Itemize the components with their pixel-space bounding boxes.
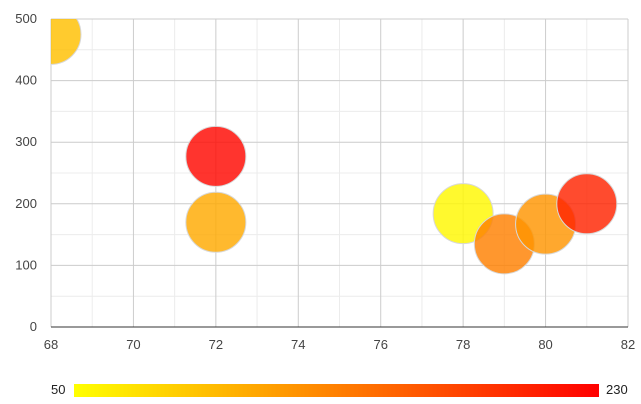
x-tick-label: 70 — [126, 337, 140, 352]
bubble-series — [21, 4, 618, 275]
bubble-point[interactable] — [556, 173, 618, 235]
x-axis-tick-labels: 68 70 72 74 76 78 80 82 — [44, 337, 635, 352]
x-tick-label: 78 — [456, 337, 470, 352]
x-tick-label: 68 — [44, 337, 58, 352]
bubble-point[interactable] — [21, 4, 82, 65]
y-tick-label: 200 — [15, 196, 37, 211]
y-tick-label: 100 — [15, 257, 37, 272]
bubble-point[interactable] — [185, 125, 247, 187]
x-tick-label: 80 — [538, 337, 552, 352]
colorbar — [74, 384, 599, 397]
minor-gridlines — [51, 19, 628, 327]
y-axis-tick-labels: 0 100 200 300 400 500 — [15, 11, 37, 334]
y-tick-label: 300 — [15, 134, 37, 149]
colorbar-min-label: 50 — [51, 382, 66, 397]
colorbar-max-label: 230 — [606, 382, 628, 397]
y-tick-label: 0 — [30, 319, 37, 334]
x-tick-label: 82 — [621, 337, 635, 352]
y-tick-label: 500 — [15, 11, 37, 26]
y-tick-label: 400 — [15, 73, 37, 88]
bubble-point[interactable] — [185, 191, 247, 253]
colorbar-gradient — [74, 384, 599, 397]
x-tick-label: 76 — [373, 337, 387, 352]
x-tick-label: 72 — [209, 337, 223, 352]
x-tick-label: 74 — [291, 337, 305, 352]
